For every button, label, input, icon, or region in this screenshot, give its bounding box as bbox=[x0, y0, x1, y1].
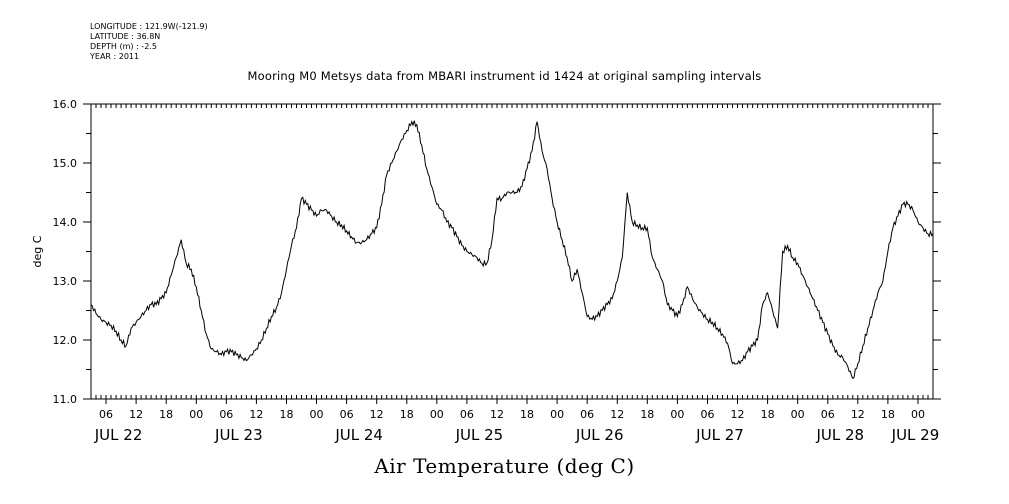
x-day-label: JUL 23 bbox=[214, 426, 263, 444]
x-tick-label: 18 bbox=[761, 408, 775, 421]
x-tick-label: 06 bbox=[340, 408, 354, 421]
plot-frame bbox=[90, 103, 934, 400]
y-axis-label: deg C bbox=[31, 235, 44, 267]
x-tick-label: 00 bbox=[430, 408, 444, 421]
x-day-label: JUL 24 bbox=[334, 426, 383, 444]
x-tick-label: 06 bbox=[99, 408, 113, 421]
x-day-label: JUL 26 bbox=[575, 426, 624, 444]
longitude-label: LONGITUDE : 121.9W(-121.9) bbox=[90, 22, 208, 31]
x-minor-ticks bbox=[90, 104, 934, 399]
x-day-label: JUL 27 bbox=[695, 426, 744, 444]
chart-title: Mooring M0 Metsys data from MBARI instru… bbox=[247, 69, 762, 83]
x-day-label: JUL 22 bbox=[94, 426, 143, 444]
y-tick-label: 15.0 bbox=[53, 157, 78, 170]
air-temperature-line bbox=[90, 120, 934, 380]
y-tick-label: 11.0 bbox=[53, 393, 78, 406]
x-day-label: JUL 25 bbox=[455, 426, 504, 444]
x-tick-label: 06 bbox=[219, 408, 233, 421]
x-tick-label: 12 bbox=[370, 408, 384, 421]
x-tick-label: 06 bbox=[700, 408, 714, 421]
x-tick-label: 18 bbox=[159, 408, 173, 421]
y-tick-label: 13.0 bbox=[53, 275, 78, 288]
x-tick-label: 12 bbox=[731, 408, 745, 421]
x-tick-label: 12 bbox=[851, 408, 865, 421]
x-tick-label: 06 bbox=[821, 408, 835, 421]
x-tick-label: 18 bbox=[640, 408, 654, 421]
depth-label: DEPTH (m) : -2.5 bbox=[90, 42, 157, 51]
x-day-label: JUL 28 bbox=[815, 426, 864, 444]
latitude-label: LATITUDE : 36.8N bbox=[90, 32, 161, 41]
x-tick-label: 12 bbox=[249, 408, 263, 421]
x-tick-label: 12 bbox=[490, 408, 504, 421]
x-tick-label: 00 bbox=[911, 408, 925, 421]
x-tick-label: 12 bbox=[610, 408, 624, 421]
x-day-label: JUL 29 bbox=[891, 426, 940, 444]
x-tick-label: 06 bbox=[460, 408, 474, 421]
y-tick-label: 14.0 bbox=[53, 216, 78, 229]
y-tick-label: 16.0 bbox=[53, 98, 78, 111]
metadata-block: LONGITUDE : 121.9W(-121.9) LATITUDE : 36… bbox=[90, 22, 208, 62]
x-tick-label: 06 bbox=[580, 408, 594, 421]
x-tick-label: 00 bbox=[791, 408, 805, 421]
year-label: YEAR : 2011 bbox=[90, 52, 140, 61]
x-axis-title: Air Temperature (deg C) bbox=[374, 454, 635, 478]
x-tick-label: 00 bbox=[670, 408, 684, 421]
x-tick-label: 00 bbox=[189, 408, 203, 421]
x-tick-label: 18 bbox=[520, 408, 534, 421]
y-tick-label: 12.0 bbox=[53, 334, 78, 347]
y-ticks bbox=[83, 103, 941, 400]
x-tick-label: 00 bbox=[310, 408, 324, 421]
x-tick-label: 18 bbox=[279, 408, 293, 421]
x-major-ticks bbox=[105, 399, 919, 404]
x-tick-label: 18 bbox=[400, 408, 414, 421]
x-tick-label: 18 bbox=[881, 408, 895, 421]
x-tick-label: 12 bbox=[129, 408, 143, 421]
x-tick-label: 00 bbox=[550, 408, 564, 421]
